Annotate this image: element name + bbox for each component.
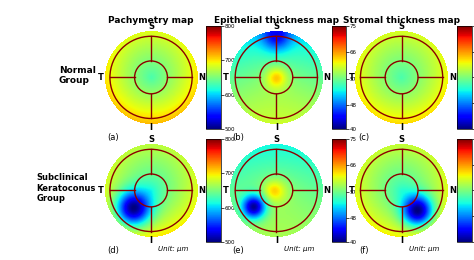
Text: N: N [449, 186, 456, 195]
Text: I: I [400, 124, 403, 132]
Text: N: N [449, 73, 456, 82]
Text: Unit: μm: Unit: μm [409, 246, 439, 252]
Title: Epithelial thickness map: Epithelial thickness map [214, 16, 339, 25]
Text: Unit: μm: Unit: μm [284, 246, 314, 252]
Text: S: S [148, 135, 154, 144]
Text: Normal
Group: Normal Group [59, 66, 96, 85]
Text: (f): (f) [359, 246, 368, 255]
Title: Pachymetry map: Pachymetry map [108, 16, 194, 25]
Text: (e): (e) [232, 246, 244, 255]
Text: T: T [348, 73, 355, 82]
Text: (c): (c) [358, 133, 369, 142]
Text: I: I [275, 236, 278, 245]
Text: S: S [399, 135, 405, 144]
Text: T: T [348, 186, 355, 195]
Text: I: I [400, 236, 403, 245]
Text: Subclinical
Keratoconus
Group: Subclinical Keratoconus Group [36, 173, 96, 203]
Text: N: N [324, 73, 330, 82]
Text: T: T [223, 73, 229, 82]
Text: N: N [198, 73, 205, 82]
Text: S: S [273, 135, 279, 144]
Text: T: T [223, 186, 229, 195]
Text: I: I [149, 236, 153, 245]
Text: (b): (b) [232, 133, 244, 142]
Text: Unit: μm: Unit: μm [158, 246, 189, 252]
Text: (d): (d) [107, 246, 119, 255]
Text: T: T [98, 73, 104, 82]
Text: I: I [149, 124, 153, 132]
Text: S: S [148, 22, 154, 31]
Text: N: N [198, 186, 205, 195]
Text: N: N [324, 186, 330, 195]
Text: (a): (a) [107, 133, 119, 142]
Text: I: I [275, 124, 278, 132]
Text: T: T [98, 186, 104, 195]
Text: S: S [273, 22, 279, 31]
Text: S: S [399, 22, 405, 31]
Title: Stromal thickness map: Stromal thickness map [343, 16, 460, 25]
